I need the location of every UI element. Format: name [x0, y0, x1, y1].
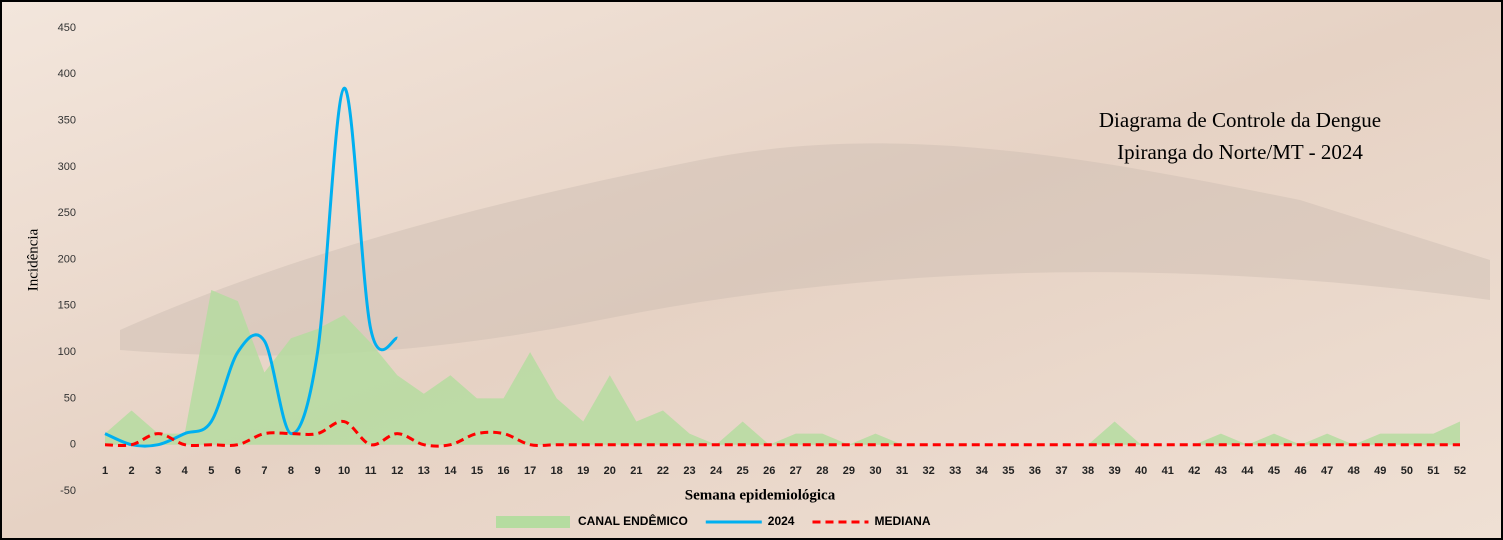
- y-tick-label: 150: [58, 300, 76, 312]
- x-tick-label: 22: [657, 465, 669, 477]
- line: [104, 86, 398, 448]
- x-tick-label: 49: [1374, 465, 1386, 477]
- x-tick-label: 51: [1427, 465, 1439, 477]
- x-tick-label: 32: [923, 465, 935, 477]
- x-tick-label: 39: [1108, 465, 1120, 477]
- y-tick-label: 350: [58, 115, 76, 127]
- legend-label: CANAL ENDÊMICO: [578, 513, 688, 528]
- x-tick-label: 37: [1055, 465, 1067, 477]
- y-tick-label: 200: [58, 253, 76, 265]
- x-tick-label: 48: [1348, 465, 1360, 477]
- legend: CANAL ENDÊMICO 2024 MEDIANA: [496, 513, 931, 528]
- x-tick-label: 40: [1135, 465, 1147, 477]
- x-tick-label: 14: [444, 465, 457, 477]
- x-tick-label: 18: [551, 465, 563, 477]
- x-tick-label: 46: [1294, 465, 1306, 477]
- x-tick-label: 35: [1002, 465, 1014, 477]
- x-tick-label: 10: [338, 465, 350, 477]
- x-tick-label: 25: [737, 465, 749, 477]
- x-tick-label: 2: [129, 465, 135, 477]
- x-tick-label: 8: [288, 465, 294, 477]
- x-tick-label: 52: [1454, 465, 1466, 477]
- x-tick-label: 43: [1215, 465, 1227, 477]
- x-tick-label: 20: [604, 465, 616, 477]
- x-tick-label: 47: [1321, 465, 1333, 477]
- y-tick-label: 300: [58, 161, 76, 173]
- x-tick-label: 17: [524, 465, 536, 477]
- x-tick-label: 1: [102, 465, 108, 477]
- x-tick-label: 33: [949, 465, 961, 477]
- y-tick-label: -50: [60, 485, 76, 497]
- x-tick-label: 7: [261, 465, 267, 477]
- x-tick-label: 45: [1268, 465, 1280, 477]
- x-tick-label: 15: [471, 465, 483, 477]
- x-tick-label: 3: [155, 465, 161, 477]
- legend-label: 2024: [768, 514, 795, 528]
- chart-title: Ipiranga do Norte/MT - 2024: [1117, 140, 1363, 164]
- x-tick-label: 24: [710, 465, 723, 477]
- y-tick-label: 50: [64, 392, 76, 404]
- x-tick-label: 11: [365, 465, 377, 477]
- x-tick-label: 28: [816, 465, 828, 477]
- x-axis-title: Semana epidemiológica: [685, 487, 836, 503]
- y-tick-label: 450: [58, 22, 76, 34]
- chart-title: Diagrama de Controle da Dengue: [1099, 108, 1381, 132]
- x-tick-label: 16: [497, 465, 509, 477]
- y-tick-label: 400: [58, 68, 76, 80]
- x-tick-label: 50: [1401, 465, 1413, 477]
- x-tick-label: 38: [1082, 465, 1094, 477]
- legend-swatch: [496, 516, 570, 528]
- x-tick-label: 21: [630, 465, 642, 477]
- x-tick-label: 30: [869, 465, 881, 477]
- x-tick-label: 29: [843, 465, 855, 477]
- x-tick-label: 19: [577, 465, 589, 477]
- x-tick-label: 4: [182, 465, 189, 477]
- x-tick-label: 5: [208, 465, 214, 477]
- y-axis-title: Incidência: [25, 228, 41, 291]
- x-tick-label: 44: [1241, 465, 1254, 477]
- y-tick-label: 0: [70, 439, 76, 451]
- x-tick-label: 42: [1188, 465, 1200, 477]
- x-tick-label: 9: [314, 465, 320, 477]
- x-tick-label: 36: [1029, 465, 1041, 477]
- x-tick-label: 31: [896, 465, 908, 477]
- area: [105, 290, 1460, 445]
- x-tick-label: 12: [391, 465, 403, 477]
- x-tick-label: 27: [790, 465, 802, 477]
- x-tick-label: 23: [683, 465, 695, 477]
- x-tick-label: 41: [1162, 465, 1174, 477]
- line: [104, 419, 1460, 448]
- y-tick-label: 100: [58, 346, 76, 358]
- x-tick-label: 34: [976, 465, 989, 477]
- legend-label: MEDIANA: [874, 514, 930, 528]
- y-tick-label: 250: [58, 207, 76, 219]
- x-tick-label: 6: [235, 465, 241, 477]
- background-shape: [120, 143, 1490, 356]
- x-tick-label: 13: [418, 465, 430, 477]
- x-tick-label: 26: [763, 465, 775, 477]
